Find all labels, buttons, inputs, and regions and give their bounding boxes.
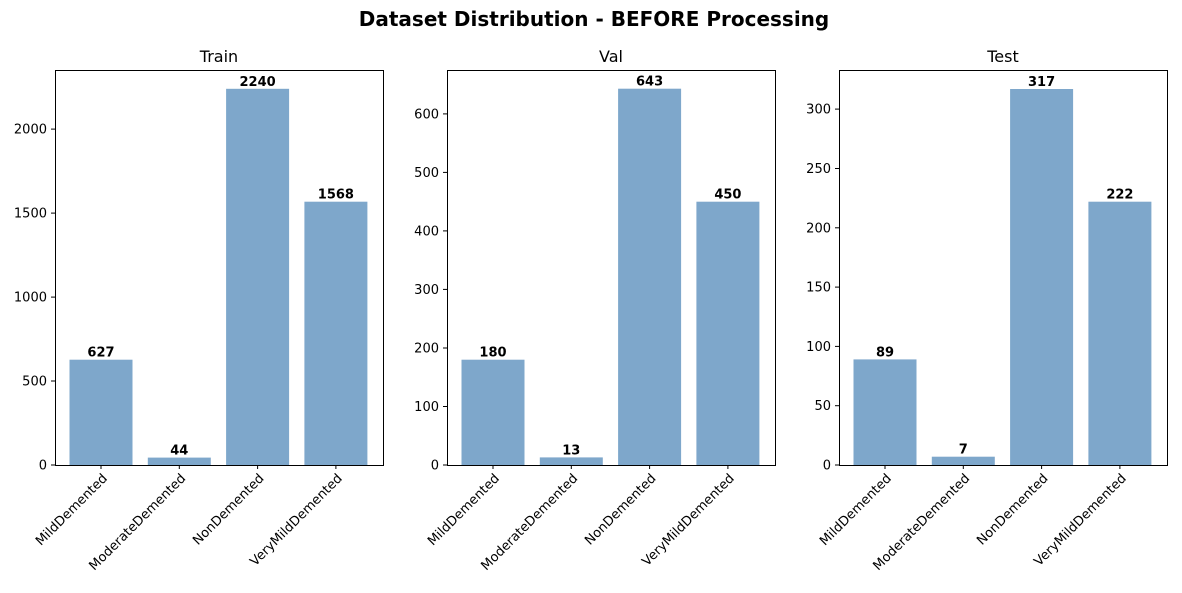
panel-title: Train [199,47,238,66]
x-tick-label: NonDemented [582,471,659,548]
y-tick-label: 300 [414,283,439,298]
bar [147,457,211,465]
chart-panel-test: Test89MildDemented7ModerateDemented317No… [806,47,1168,574]
data-label: 643 [636,75,663,90]
y-tick-label: 0 [39,459,47,474]
y-tick-label: 1500 [14,207,47,222]
plot-frame [839,70,1168,466]
data-label: 450 [714,188,741,203]
y-tick-label: 100 [806,340,831,355]
x-tick-label: MildDemented [33,471,111,549]
data-label: 13 [562,443,580,458]
panel-title: Test [986,47,1019,66]
bar [618,88,682,465]
bar [1088,201,1152,465]
data-label: 2240 [240,75,276,90]
chart-panel-val: Val180MildDemented13ModerateDemented643N… [414,47,776,574]
data-label: 317 [1028,75,1055,90]
bar [539,457,603,465]
y-tick-label: 2000 [14,123,47,138]
chart-panel-train: Train627MildDemented44ModerateDemented22… [14,47,384,574]
y-tick-label: 300 [806,103,831,118]
plot-frame [55,70,384,466]
x-tick-label: MildDemented [817,471,895,549]
x-tick-label: NonDemented [190,471,267,548]
panel-title: Val [599,47,623,66]
y-tick-label: 0 [823,459,831,474]
data-label: 44 [170,444,188,459]
bar [931,456,995,465]
y-tick-label: 200 [806,221,831,236]
plot-frame [447,70,776,466]
data-label: 180 [479,346,506,361]
y-tick-label: 150 [806,281,831,296]
x-tick-label: MildDemented [425,471,503,549]
y-tick-label: 1000 [14,291,47,306]
data-label: 7 [959,443,968,458]
bar [304,201,368,465]
data-label: 627 [87,346,114,361]
bar [461,359,525,465]
y-tick-label: 100 [414,400,439,415]
y-tick-label: 250 [806,162,831,177]
bar [853,359,917,465]
panels: Train627MildDemented44ModerateDemented22… [14,47,1168,574]
bar [226,88,290,466]
y-tick-label: 400 [414,224,439,239]
y-tick-label: 200 [414,342,439,357]
y-tick-label: 0 [431,459,439,474]
figure-title: Dataset Distribution - BEFORE Processing [359,7,829,31]
y-tick-label: 50 [814,399,831,414]
x-tick-label: NonDemented [974,471,1051,548]
bar [69,359,133,465]
bar [696,201,760,465]
y-tick-label: 500 [22,375,47,390]
y-tick-label: 600 [414,107,439,122]
data-label: 1568 [318,188,354,203]
y-tick-label: 500 [414,166,439,181]
data-label: 89 [876,345,894,360]
bar [1010,89,1074,465]
data-label: 222 [1106,188,1133,203]
